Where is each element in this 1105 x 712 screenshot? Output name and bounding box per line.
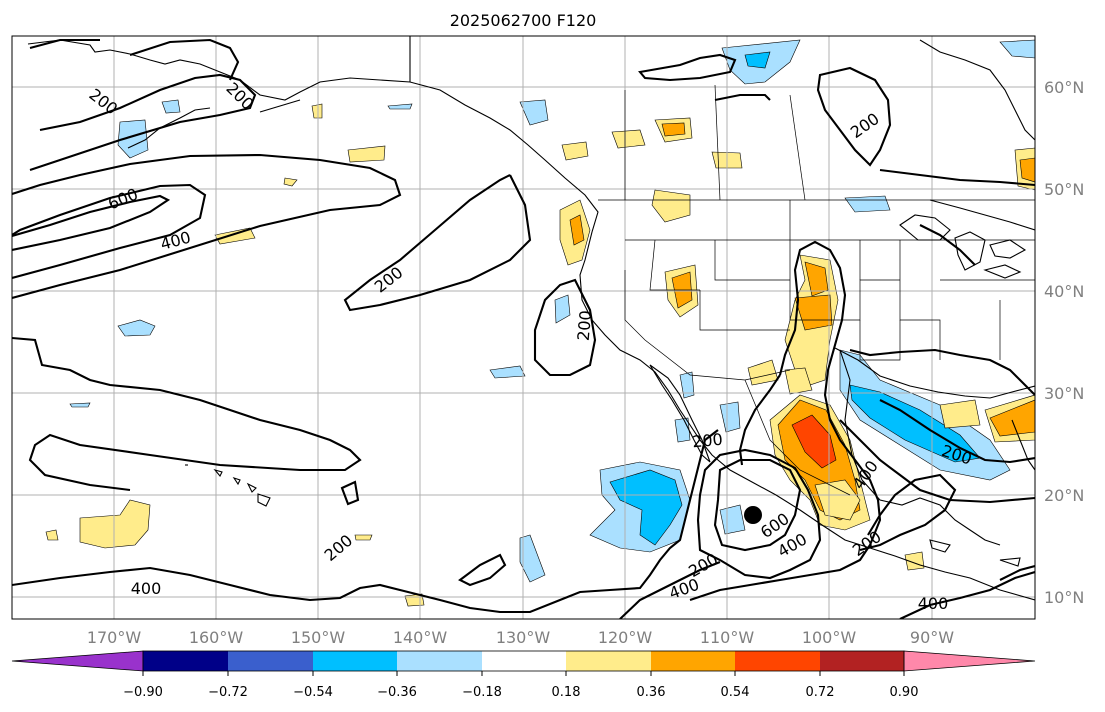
colorbar-tick-label: 0.54 [721,685,750,700]
lon-label: 120°W [598,628,653,647]
colorbar-tick-label: −0.54 [293,685,333,700]
colorbar-tick-label: 0.72 [806,685,835,700]
contour-lines [12,38,1035,619]
lat-label: 50°N [1044,180,1084,199]
graticule [12,36,1035,619]
colorbar-segment [143,651,228,671]
latitude-labels: 60°N 50°N 40°N 30°N 20°N 10°N [1044,78,1084,607]
lat-label: 30°N [1044,384,1084,403]
lon-label: 160°W [189,628,244,647]
shaded-anomaly-fields [45,39,1035,607]
colorbar-tick-label: 0.90 [890,685,919,700]
colorbar-segment [820,651,904,671]
contour-label: 200 [574,309,596,341]
colorbar-segment [313,651,397,671]
colorbar: −0.90 −0.72 −0.54 −0.36 −0.18 0.18 0.36 … [11,650,1036,700]
colorbar-segment [735,651,820,671]
lon-label: 130°W [496,628,551,647]
lon-label: 100°W [802,628,857,647]
map-area: 200 200 600 400 200 200 200 200 200 200 … [12,36,1035,619]
colorbar-tick-label: 0.36 [637,685,666,700]
colorbar-ticks [142,671,905,676]
political-borders [598,84,1035,496]
longitude-labels: 170°W 160°W 150°W 140°W 130°W 120°W 110°… [87,628,954,647]
lat-label: 20°N [1044,486,1084,505]
colorbar-tick-label: −0.72 [208,685,248,700]
colorbar-extend-right [903,650,1036,672]
colorbar-segment [228,651,313,671]
colorbar-segment [397,651,482,671]
colorbar-tick-label: −0.90 [123,685,163,700]
contour-label: 400 [131,579,162,598]
colorbar-tick-label: −0.36 [377,685,417,700]
lon-label: 90°W [910,628,954,647]
lon-label: 110°W [700,628,755,647]
lat-label: 40°N [1044,282,1084,301]
colorbar-tick-label: 0.18 [552,685,581,700]
colorbar-tick-label: −0.18 [462,685,502,700]
hurricane-marker-icon [744,506,762,524]
lat-label: 60°N [1044,78,1084,97]
map-frame [11,35,1036,620]
lon-label: 140°W [393,628,448,647]
colorbar-segment [651,651,735,671]
lon-label: 170°W [87,628,142,647]
map-title: 2025062700 F120 [450,11,597,30]
colorbar-segment [566,651,651,671]
lon-label: 150°W [291,628,346,647]
lat-label: 10°N [1044,588,1084,607]
colorbar-segment [482,651,566,671]
contour-label: 400 [918,594,949,613]
contour-label: 200 [691,430,723,452]
coastlines [27,36,1035,601]
colorbar-extend-left [11,650,144,672]
colorbar-tick-labels: −0.90 −0.72 −0.54 −0.36 −0.18 0.18 0.36 … [123,685,918,700]
